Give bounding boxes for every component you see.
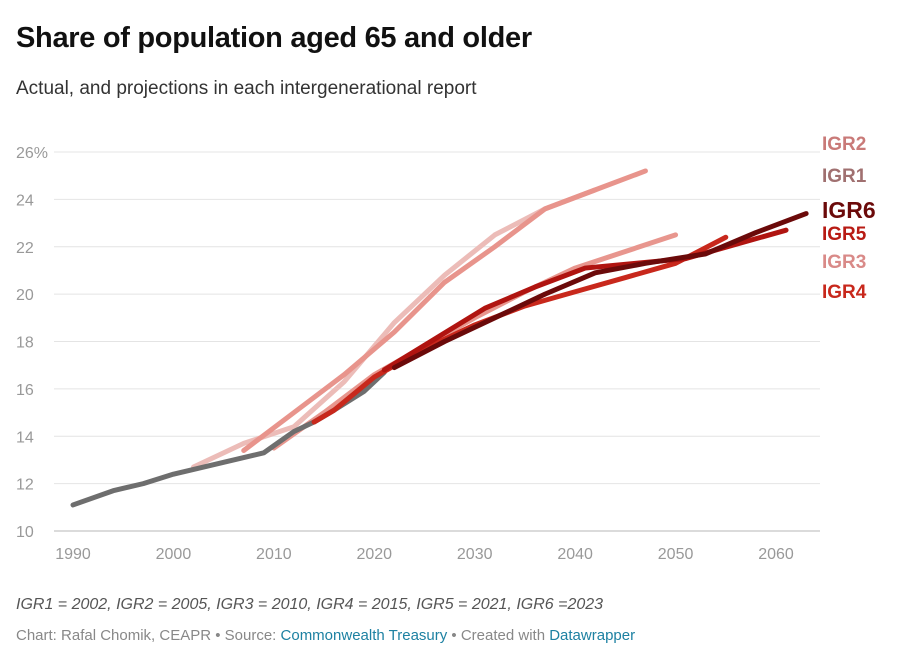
x-tick-label: 2060 <box>758 546 794 563</box>
y-tick-label: 26% <box>16 145 48 162</box>
datawrapper-link[interactable]: Datawrapper <box>549 627 636 644</box>
x-tick-label: 2020 <box>356 546 392 563</box>
chart-subtitle: Actual, and projections in each intergen… <box>16 78 477 99</box>
y-tick-label: 24 <box>16 192 34 209</box>
series-line-igr6 <box>391 211 809 371</box>
series-label-igr6: IGR6 <box>822 197 876 223</box>
x-tick-label: 1990 <box>55 546 91 563</box>
series-label-igr2: IGR2 <box>822 134 866 155</box>
x-tick-label: 2030 <box>457 546 493 563</box>
series-label-igr4: IGR4 <box>822 282 867 303</box>
series-label-igr3: IGR3 <box>822 252 866 273</box>
y-tick-label: 16 <box>16 382 34 399</box>
series-label-igr1: IGR1 <box>822 166 867 187</box>
x-tick-label: 2050 <box>658 546 694 563</box>
y-tick-label: 10 <box>16 524 34 541</box>
y-tick-label: 18 <box>16 335 34 352</box>
series-line-igr5 <box>381 227 789 373</box>
x-tick-label: 2000 <box>156 546 192 563</box>
series-line-igr3 <box>271 232 679 451</box>
source-link[interactable]: Commonwealth Treasury <box>280 627 448 644</box>
series-line-igr2 <box>241 168 648 453</box>
y-tick-label: 20 <box>16 287 34 304</box>
footer-prefix: Chart: Rafal Chomik, CEAPR • Source: <box>16 627 281 644</box>
x-tick-label: 2040 <box>557 546 593 563</box>
chart-notes: IGR1 = 2002, IGR2 = 2005, IGR3 = 2010, I… <box>16 596 604 613</box>
series-line-actual <box>70 369 387 508</box>
series-line-igr1 <box>191 187 598 470</box>
y-tick-label: 14 <box>16 429 34 446</box>
y-tick-label: 22 <box>16 240 34 257</box>
chart-title: Share of population aged 65 and older <box>16 22 532 54</box>
x-tick-label: 2010 <box>256 546 292 563</box>
series-line-igr4 <box>311 234 729 425</box>
line-chart: 26% 24 22 20 18 16 14 12 10 1990 2000 2010 2020 2030 2… <box>16 134 876 563</box>
y-tick-label: 12 <box>16 477 34 494</box>
series-label-igr5: IGR5 <box>822 224 867 245</box>
chart-footer: Chart: Rafal Chomik, CEAPR • Source: Com… <box>16 627 635 644</box>
footer-middle: • Created with <box>447 627 550 644</box>
